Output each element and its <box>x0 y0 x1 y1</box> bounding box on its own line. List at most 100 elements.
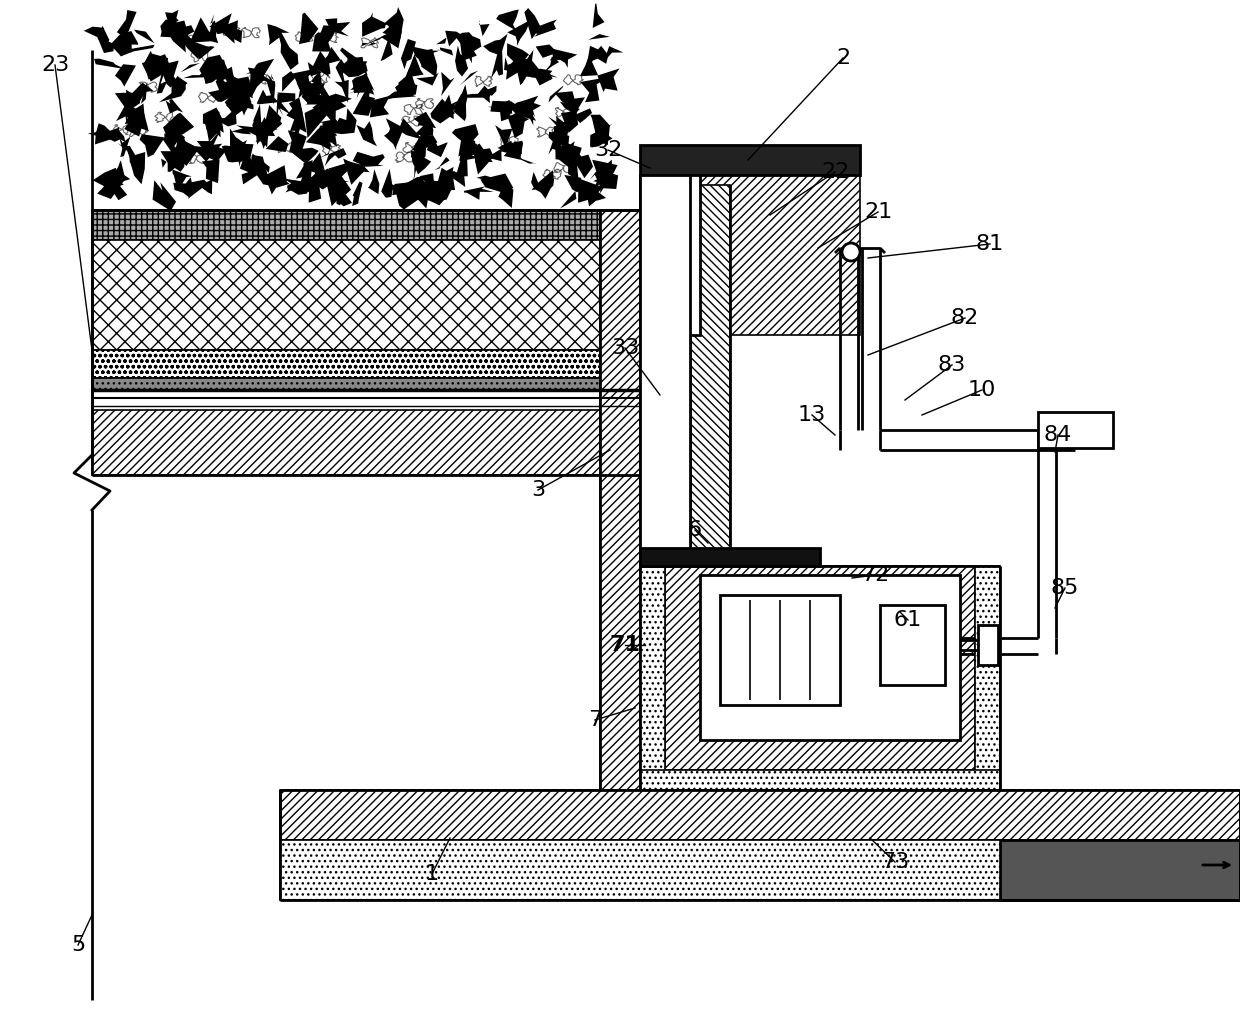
Polygon shape <box>206 112 221 130</box>
Bar <box>640 548 820 566</box>
Polygon shape <box>242 166 267 185</box>
Polygon shape <box>97 34 114 53</box>
Polygon shape <box>208 89 238 101</box>
Polygon shape <box>339 48 367 77</box>
Polygon shape <box>201 141 227 162</box>
Polygon shape <box>278 92 295 102</box>
Polygon shape <box>162 113 195 141</box>
Polygon shape <box>231 128 252 134</box>
Polygon shape <box>255 118 275 145</box>
Polygon shape <box>267 74 274 92</box>
Polygon shape <box>556 143 582 169</box>
Polygon shape <box>564 175 585 193</box>
Polygon shape <box>598 68 620 92</box>
Polygon shape <box>332 108 357 134</box>
Polygon shape <box>347 80 367 94</box>
Polygon shape <box>392 182 422 196</box>
Polygon shape <box>304 152 326 177</box>
Text: 82: 82 <box>951 308 980 328</box>
Text: 85: 85 <box>1050 578 1079 598</box>
Polygon shape <box>299 81 321 98</box>
Polygon shape <box>549 49 577 68</box>
Polygon shape <box>497 141 522 159</box>
Polygon shape <box>595 130 609 145</box>
Polygon shape <box>160 61 179 87</box>
Polygon shape <box>495 125 512 154</box>
Polygon shape <box>459 135 475 158</box>
Text: 84: 84 <box>1044 425 1073 445</box>
Polygon shape <box>325 18 351 37</box>
Bar <box>975 566 999 790</box>
Bar <box>640 566 665 790</box>
Text: 10: 10 <box>967 380 996 400</box>
Polygon shape <box>424 179 451 205</box>
Polygon shape <box>239 154 255 175</box>
Polygon shape <box>455 46 467 76</box>
Polygon shape <box>215 60 239 82</box>
Bar <box>640 145 861 175</box>
Bar <box>665 566 975 770</box>
Bar <box>640 770 999 790</box>
Polygon shape <box>353 73 374 94</box>
Polygon shape <box>417 73 439 85</box>
Polygon shape <box>487 145 507 161</box>
Polygon shape <box>289 148 319 164</box>
Polygon shape <box>184 70 206 78</box>
Polygon shape <box>590 115 610 145</box>
Polygon shape <box>532 19 557 37</box>
Bar <box>640 175 861 335</box>
Polygon shape <box>445 30 460 47</box>
Polygon shape <box>568 153 579 180</box>
Polygon shape <box>436 167 455 191</box>
Text: 83: 83 <box>937 355 966 375</box>
Polygon shape <box>248 68 273 96</box>
Polygon shape <box>460 37 481 61</box>
Polygon shape <box>352 90 374 116</box>
Polygon shape <box>479 19 490 37</box>
Polygon shape <box>181 63 200 72</box>
Polygon shape <box>590 160 618 184</box>
Polygon shape <box>277 93 291 122</box>
Polygon shape <box>347 161 365 173</box>
Polygon shape <box>203 107 224 133</box>
Polygon shape <box>362 34 386 46</box>
Polygon shape <box>94 59 125 69</box>
Polygon shape <box>306 122 337 147</box>
Polygon shape <box>351 74 367 98</box>
Polygon shape <box>381 169 393 198</box>
Polygon shape <box>549 117 572 141</box>
Polygon shape <box>490 100 516 122</box>
Polygon shape <box>410 134 430 162</box>
Polygon shape <box>257 89 279 104</box>
Bar <box>92 378 640 390</box>
Polygon shape <box>268 24 289 46</box>
Polygon shape <box>503 141 523 159</box>
Polygon shape <box>560 111 578 133</box>
Polygon shape <box>436 31 455 45</box>
Polygon shape <box>352 182 362 206</box>
Polygon shape <box>277 27 290 50</box>
Polygon shape <box>166 25 196 53</box>
Polygon shape <box>237 126 267 141</box>
Polygon shape <box>115 64 136 86</box>
Polygon shape <box>288 130 306 155</box>
Polygon shape <box>309 174 326 203</box>
Text: 3: 3 <box>531 480 546 500</box>
Polygon shape <box>381 27 402 49</box>
Polygon shape <box>119 137 130 160</box>
Bar <box>720 595 839 705</box>
Polygon shape <box>290 106 306 138</box>
Polygon shape <box>280 43 299 70</box>
Polygon shape <box>604 47 624 62</box>
Polygon shape <box>265 78 275 104</box>
Bar <box>1038 412 1114 448</box>
Polygon shape <box>539 71 558 78</box>
Polygon shape <box>108 177 128 200</box>
Polygon shape <box>381 37 393 61</box>
Polygon shape <box>172 169 192 191</box>
Polygon shape <box>500 141 521 152</box>
Polygon shape <box>259 127 272 149</box>
Polygon shape <box>125 103 145 124</box>
Polygon shape <box>317 121 337 150</box>
Polygon shape <box>536 45 558 58</box>
